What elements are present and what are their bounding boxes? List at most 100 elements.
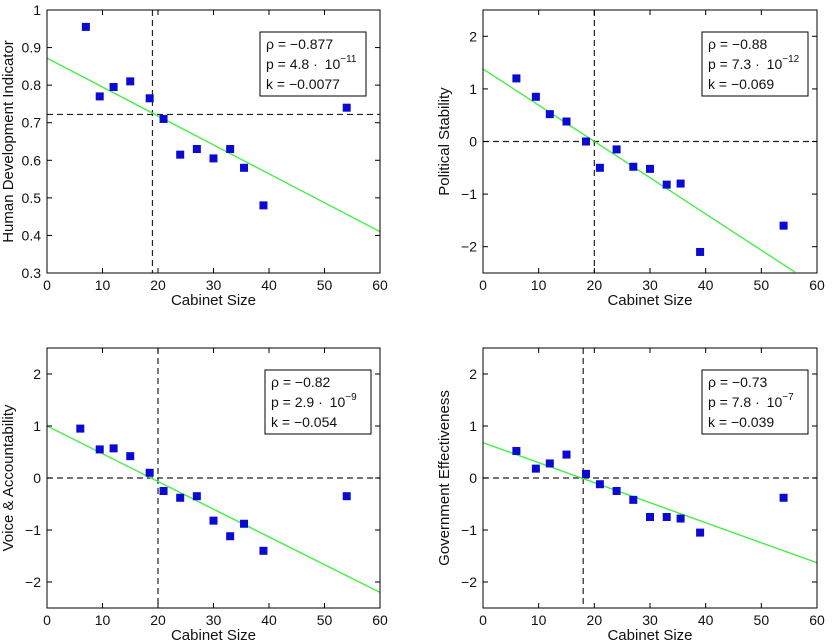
data-point [342, 103, 351, 112]
p-value-stat: p = 7.3 · 10−12 [708, 54, 800, 72]
y-axis-label: Political Stability [436, 87, 453, 196]
p-value-exponent-base: 10 [325, 56, 341, 72]
y-axis-label: Voice & Accountability [0, 404, 17, 551]
y-tick-label: 0.4 [22, 227, 42, 243]
x-tick-label: 10 [531, 612, 547, 628]
data-point [676, 179, 685, 188]
p-value-base: p = 7.3 · [708, 56, 764, 72]
subplot-1: 0 10 20 30 40 50 60 0.3 0.4 0.5 0.6 0.7 0.8 0.9 1 Cabin… [0, 2, 388, 309]
x-tick-label: 30 [642, 277, 658, 293]
y-tick-label: 0 [469, 134, 477, 150]
y-tick-label: 2 [469, 28, 477, 44]
stats-box [701, 31, 809, 97]
data-point [512, 446, 521, 455]
y-tick-label: 1 [33, 2, 41, 18]
fit-line [47, 425, 380, 594]
data-point [109, 83, 118, 92]
subplot-2: 0 10 20 30 40 50 60 −2 −1 0 1 2 Cabinet Size Politica… [436, 9, 825, 309]
y-tick-label: −1 [461, 522, 477, 538]
y-tick-label: −2 [461, 574, 477, 590]
x-tick-label: 20 [150, 612, 166, 628]
x-tick-label: 60 [372, 612, 388, 628]
data-point [676, 514, 685, 523]
slope-stat: k = −0.054 [271, 414, 337, 430]
data-point [595, 163, 604, 172]
x-tick-label: 30 [206, 612, 222, 628]
x-tick-label: 20 [587, 612, 603, 628]
x-tick-label: 40 [261, 277, 277, 293]
y-tick-label: 0.7 [22, 115, 42, 131]
p-value-base: p = 4.8 · [266, 56, 322, 72]
p-value-exponent: −7 [782, 392, 794, 403]
rho-stat: ρ = −0.88 [708, 36, 768, 52]
x-tick-label: 60 [809, 612, 825, 628]
data-point [531, 92, 540, 101]
subplot-3: 0 10 20 30 40 50 60 −2 −1 0 1 2 Cabinet Size Voice & … [0, 347, 388, 640]
p-value-exponent: −9 [345, 392, 357, 403]
data-point [76, 424, 85, 433]
data-point [81, 22, 90, 31]
y-tick-label: 0.8 [22, 77, 42, 93]
x-tick-label: 10 [95, 277, 111, 293]
data-point [646, 513, 654, 521]
data-point [562, 117, 571, 126]
x-tick-label: 50 [317, 612, 333, 628]
data-point [629, 162, 638, 171]
p-value-stat: p = 4.8 · 10−11 [266, 54, 357, 72]
data-point [145, 468, 154, 477]
y-tick-label: 1 [469, 418, 477, 434]
data-point [531, 464, 540, 473]
x-tick-label: 60 [809, 277, 825, 293]
x-tick-label: 50 [317, 277, 333, 293]
data-point [259, 546, 268, 555]
y-tick-label: 1 [469, 81, 477, 97]
data-point [95, 92, 104, 101]
p-value-exponent: −11 [340, 54, 357, 65]
data-point [240, 163, 249, 172]
data-point [779, 493, 788, 502]
data-point [126, 452, 135, 461]
stats-box [264, 369, 372, 435]
y-axis-label: Government Effectiveness [436, 390, 453, 566]
x-axis-label: Cabinet Size [171, 627, 256, 640]
data-point [240, 519, 249, 528]
x-tick-label: 40 [261, 612, 277, 628]
data-point [612, 145, 621, 154]
x-axis-label: Cabinet Size [171, 292, 256, 309]
data-point [109, 444, 118, 453]
x-tick-label: 20 [150, 277, 166, 293]
data-point [192, 492, 201, 501]
rho-stat: ρ = −0.82 [271, 374, 331, 390]
y-tick-label: −1 [25, 522, 41, 538]
y-axis-label: Human Development Indicator [0, 40, 17, 243]
x-axis-label: Cabinet Size [607, 627, 692, 640]
y-tick-label: 2 [33, 366, 41, 382]
x-tick-label: 0 [43, 277, 51, 293]
rho-stat: ρ = −0.877 [266, 36, 333, 52]
x-tick-label: 0 [479, 277, 487, 293]
data-point [226, 532, 235, 541]
data-point [581, 469, 590, 478]
x-tick-label: 0 [43, 612, 51, 628]
x-tick-label: 60 [372, 277, 388, 293]
x-tick-label: 10 [95, 612, 111, 628]
x-tick-label: 40 [698, 277, 714, 293]
y-tick-label: −1 [461, 186, 477, 202]
data-point [696, 528, 705, 537]
data-point [595, 480, 604, 489]
data-point [342, 492, 351, 501]
p-value-exponent-base: 10 [767, 394, 783, 410]
data-point [126, 77, 135, 86]
data-point [176, 150, 185, 159]
data-point [662, 513, 671, 521]
x-tick-label: 0 [479, 612, 487, 628]
x-tick-label: 50 [754, 612, 770, 628]
x-tick-label: 30 [206, 277, 222, 293]
p-value-exponent-base: 10 [330, 394, 346, 410]
data-point [176, 493, 185, 502]
slope-stat: k = −0.039 [708, 414, 774, 430]
slope-stat: k = −0.069 [708, 76, 774, 92]
fit-line [483, 441, 817, 564]
subplot-4: 0 10 20 30 40 50 60 −2 −1 0 1 2 Cabinet Size Governme… [436, 347, 825, 640]
